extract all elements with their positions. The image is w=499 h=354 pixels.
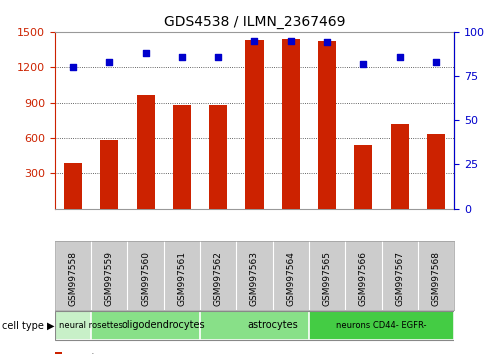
Bar bbox=[391, 124, 409, 209]
Bar bbox=[55, 312, 127, 340]
Point bbox=[359, 61, 367, 67]
Text: astrocytes: astrocytes bbox=[248, 320, 298, 330]
Text: GSM997568: GSM997568 bbox=[432, 251, 441, 306]
Bar bbox=[137, 96, 155, 209]
Text: neural rosettes: neural rosettes bbox=[59, 320, 123, 330]
Title: GDS4538 / ILMN_2367469: GDS4538 / ILMN_2367469 bbox=[164, 16, 345, 29]
Text: GSM997563: GSM997563 bbox=[250, 251, 259, 306]
Bar bbox=[318, 41, 336, 209]
Text: GSM997562: GSM997562 bbox=[214, 251, 223, 306]
Point bbox=[287, 38, 295, 44]
Bar bbox=[354, 145, 372, 209]
Bar bbox=[282, 39, 300, 209]
Point bbox=[250, 38, 258, 44]
Text: GSM997559: GSM997559 bbox=[105, 251, 114, 306]
Text: GSM997566: GSM997566 bbox=[359, 251, 368, 306]
Point bbox=[432, 59, 440, 65]
Text: GSM997567: GSM997567 bbox=[395, 251, 404, 306]
Text: GSM997565: GSM997565 bbox=[322, 251, 331, 306]
Point bbox=[178, 54, 186, 59]
Bar bbox=[200, 312, 345, 340]
Bar bbox=[173, 105, 191, 209]
Bar bbox=[91, 312, 237, 340]
Text: GSM997558: GSM997558 bbox=[68, 251, 77, 306]
Bar bbox=[64, 162, 82, 209]
Text: neurons CD44- EGFR-: neurons CD44- EGFR- bbox=[336, 320, 427, 330]
Bar bbox=[100, 140, 118, 209]
Bar bbox=[246, 40, 263, 209]
Point bbox=[396, 54, 404, 59]
Text: cell type ▶: cell type ▶ bbox=[2, 321, 55, 331]
Bar bbox=[55, 352, 62, 354]
Text: oligodendrocytes: oligodendrocytes bbox=[122, 320, 206, 330]
Point bbox=[69, 64, 77, 70]
Text: GSM997560: GSM997560 bbox=[141, 251, 150, 306]
Text: GSM997561: GSM997561 bbox=[178, 251, 187, 306]
Bar bbox=[209, 105, 227, 209]
Text: count: count bbox=[67, 353, 96, 354]
Point bbox=[142, 50, 150, 56]
Bar bbox=[427, 135, 445, 209]
Point bbox=[105, 59, 113, 65]
Text: GSM997564: GSM997564 bbox=[286, 251, 295, 306]
Point bbox=[323, 40, 331, 45]
Point bbox=[214, 54, 222, 59]
Bar bbox=[309, 312, 454, 340]
